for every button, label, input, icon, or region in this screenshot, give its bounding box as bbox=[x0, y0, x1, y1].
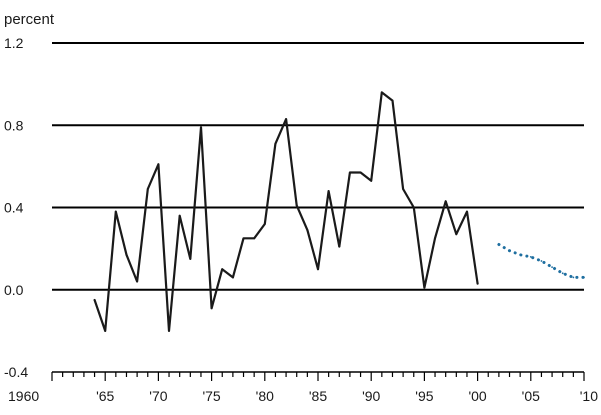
data-point bbox=[540, 260, 543, 262]
data-point bbox=[444, 200, 447, 203]
data-point bbox=[221, 268, 224, 271]
data-point bbox=[210, 307, 213, 310]
data-point bbox=[263, 223, 266, 225]
y-tick-label: -0.4 bbox=[4, 364, 28, 380]
data-point bbox=[231, 276, 234, 279]
y-tick-labels: 1.2 0.8 0.4 0.0 -0.4 bbox=[4, 35, 28, 380]
data-point bbox=[253, 237, 256, 240]
y-tick-label: 0.0 bbox=[4, 282, 24, 298]
data-point bbox=[317, 268, 319, 271]
data-point bbox=[529, 255, 532, 258]
data-point bbox=[455, 233, 458, 236]
data-point bbox=[370, 179, 373, 182]
data-point bbox=[189, 258, 192, 260]
y-tick-label: 0.4 bbox=[4, 200, 24, 216]
data-point bbox=[338, 245, 341, 248]
data-point bbox=[508, 249, 511, 252]
data-point bbox=[295, 204, 298, 207]
data-point bbox=[168, 329, 170, 332]
data-point bbox=[476, 282, 479, 285]
data-point bbox=[349, 171, 351, 174]
x-tick-label: '00 bbox=[468, 388, 486, 404]
projection-series bbox=[497, 243, 586, 279]
data-point bbox=[359, 171, 362, 174]
data-point bbox=[380, 91, 383, 94]
data-point bbox=[561, 272, 564, 275]
series-layer bbox=[93, 91, 586, 332]
x-tick-label: '70 bbox=[149, 388, 167, 404]
data-point bbox=[125, 253, 128, 256]
data-point bbox=[497, 243, 500, 246]
data-point bbox=[327, 190, 330, 192]
data-point bbox=[242, 237, 245, 240]
data-point bbox=[583, 276, 585, 279]
data-point bbox=[519, 253, 522, 256]
x-tick-label: 1960 bbox=[8, 388, 39, 404]
data-point bbox=[178, 214, 181, 217]
x-tick-label: '85 bbox=[309, 388, 327, 404]
data-point bbox=[285, 118, 287, 120]
horizontal-gridlines bbox=[52, 42, 584, 291]
x-tick-label: '90 bbox=[362, 388, 380, 404]
series-line-1 bbox=[497, 243, 586, 279]
data-point bbox=[200, 126, 202, 129]
data-point bbox=[572, 276, 575, 279]
data-point bbox=[306, 229, 309, 232]
y-tick-label: 1.2 bbox=[4, 35, 24, 51]
x-tick-label: '05 bbox=[522, 388, 540, 404]
x-tick-label: '75 bbox=[202, 388, 220, 404]
data-point bbox=[402, 188, 405, 190]
x-tick-label: '80 bbox=[256, 388, 274, 404]
y-axis-unit-label: percent bbox=[4, 11, 55, 28]
data-point bbox=[551, 266, 553, 269]
x-tick-label: '10 bbox=[580, 388, 598, 404]
y-tick-label: 0.8 bbox=[4, 117, 24, 133]
data-point bbox=[274, 142, 277, 145]
x-tick-label: '65 bbox=[96, 388, 114, 404]
data-point bbox=[104, 329, 107, 332]
data-point bbox=[466, 210, 468, 213]
data-point bbox=[157, 163, 160, 166]
data-point bbox=[434, 237, 436, 240]
data-point bbox=[146, 188, 149, 190]
x-tick-label: '95 bbox=[415, 388, 433, 404]
data-point bbox=[423, 286, 426, 289]
data-point bbox=[391, 99, 394, 102]
data-point bbox=[93, 299, 96, 301]
x-axis: 1960 '65 '70 '75 '80 '85 '90 '95 '00 '05 '10 bbox=[8, 371, 598, 404]
series-line-0 bbox=[93, 91, 479, 332]
data-point bbox=[114, 210, 117, 213]
data-point bbox=[136, 280, 139, 283]
data-point bbox=[412, 206, 415, 209]
historical-series bbox=[93, 91, 479, 332]
